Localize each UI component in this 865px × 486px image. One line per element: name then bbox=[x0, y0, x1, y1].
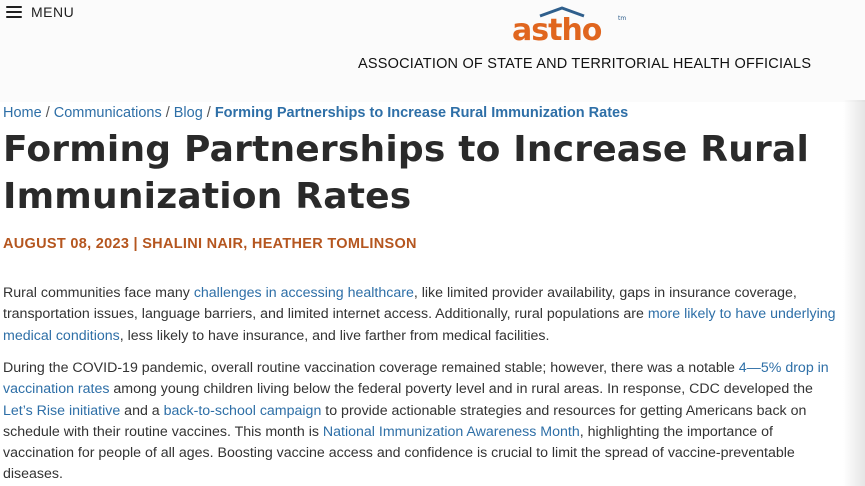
breadcrumb-separator: / bbox=[45, 105, 50, 121]
link-underlying-medical-conditions[interactable]: more likely to have underlying medical c… bbox=[3, 306, 836, 344]
paragraph-text: , like limited provider availability, ga… bbox=[3, 285, 797, 323]
paragraph-text: , less likely to have insurance, and liv… bbox=[119, 327, 550, 344]
organization-name: ASSOCIATION OF STATE AND TERRITORIAL HEA… bbox=[358, 56, 812, 72]
link-vaccination-rate-drop[interactable]: 4—5% drop in vaccination rates bbox=[3, 360, 829, 398]
article-meta: AUGUST 08, 2023 | SHALINI NAIR, HEATHER … bbox=[3, 236, 417, 252]
astho-logo[interactable]: astho tm bbox=[512, 6, 634, 42]
logo-tm: tm bbox=[618, 15, 626, 22]
page-edge-shadow bbox=[843, 100, 865, 486]
article-paragraph-2: During the COVID-19 pandemic, overall ro… bbox=[3, 358, 843, 486]
paragraph-text: Rural communities face many bbox=[3, 285, 194, 301]
paragraph-text: , highlighting the importance of vaccina… bbox=[3, 423, 795, 483]
breadcrumb-home[interactable]: Home bbox=[3, 105, 42, 121]
site-header: MENU astho tm ASSOCIATION OF STATE AND T… bbox=[0, 0, 865, 102]
menu-label: MENU bbox=[31, 4, 75, 20]
hamburger-icon bbox=[6, 6, 22, 18]
breadcrumb-current: Forming Partnerships to Increase Rural I… bbox=[214, 105, 629, 121]
link-lets-rise-initiative[interactable]: Let’s Rise initiative bbox=[3, 402, 121, 419]
breadcrumb-blog[interactable]: Blog bbox=[173, 105, 203, 121]
link-challenges-accessing-healthcare[interactable]: challenges in accessing healthcare bbox=[193, 285, 414, 301]
article-paragraph-1: Rural communities face many challenges i… bbox=[3, 283, 843, 347]
logo-roof bbox=[539, 6, 585, 18]
paragraph-text: to provide actionable strategies and res… bbox=[3, 402, 807, 440]
breadcrumb-separator: / bbox=[206, 105, 211, 121]
paragraph-text: and a bbox=[120, 402, 164, 419]
paragraph-text: During the COVID-19 pandemic, overall ro… bbox=[3, 360, 739, 376]
paragraph-text: among young children living below the fe… bbox=[109, 381, 813, 398]
link-national-immunization-awareness-month[interactable]: National Immunization Awareness Month bbox=[322, 423, 580, 440]
logo-text: astho bbox=[512, 13, 602, 42]
breadcrumb: Home / Communications / Blog / Forming Partner… bbox=[3, 105, 628, 121]
link-back-to-school-campaign[interactable]: back-to-school campaign bbox=[163, 402, 322, 419]
menu-button[interactable]: MENU bbox=[6, 3, 74, 21]
breadcrumb-separator: / bbox=[165, 105, 170, 121]
breadcrumb-communications[interactable]: Communications bbox=[53, 105, 162, 121]
article-title: Forming Partnerships to Increase Rural I… bbox=[3, 129, 810, 217]
